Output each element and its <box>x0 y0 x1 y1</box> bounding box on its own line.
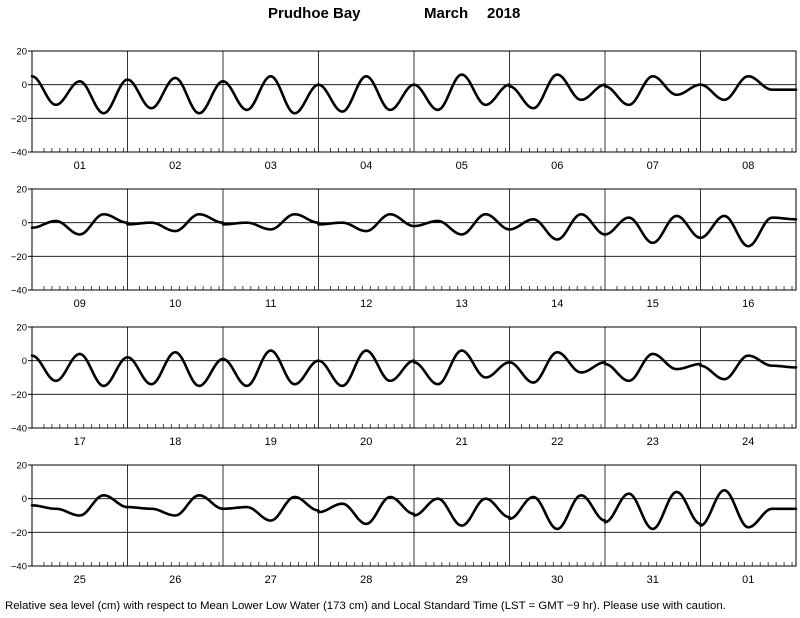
tide-curve-day-31 <box>603 490 702 531</box>
footnote: Relative sea level (cm) with respect to … <box>5 600 726 612</box>
day-label: 31 <box>647 574 659 586</box>
tide-curve-day-28 <box>317 495 416 526</box>
tide-curve-day-20 <box>317 349 416 388</box>
day-label: 04 <box>360 160 372 172</box>
title-location: Prudhoe Bay <box>268 5 361 22</box>
day-label: 28 <box>360 574 372 586</box>
day-label: 26 <box>169 574 181 586</box>
day-label: 10 <box>169 298 181 310</box>
day-label: 15 <box>647 298 659 310</box>
y-tick-label: −40 <box>11 148 27 159</box>
day-label: 14 <box>551 298 563 310</box>
day-label: 18 <box>169 436 181 448</box>
tide-curve-day-07 <box>603 74 702 107</box>
tide-curve-day-02 <box>126 76 225 115</box>
tide-panel-2: 20 0 −20 −40 09 10 11 12 13 14 15 16 <box>11 185 798 310</box>
tide-curve-day-09 <box>30 212 129 236</box>
title-year: 2018 <box>487 5 521 22</box>
day-label: 01 <box>742 574 754 586</box>
day-label: 02 <box>169 160 181 172</box>
tide-curve-day-29 <box>412 497 511 527</box>
day-label: 11 <box>265 298 276 310</box>
y-tick-label: 20 <box>16 461 27 472</box>
day-label: 29 <box>456 574 468 586</box>
y-tick-label: 0 <box>22 494 27 505</box>
day-label: 07 <box>647 160 659 172</box>
day-label: 13 <box>456 298 468 310</box>
tide-panel-4: 20 0 −20 −40 25 26 27 28 29 30 31 01 <box>11 461 798 586</box>
tide-curve-day-14 <box>508 212 607 241</box>
tide-curve-day-01 <box>699 488 798 529</box>
tide-curve-day-23 <box>603 352 702 383</box>
tide-curve-day-19 <box>221 349 320 388</box>
day-label: 03 <box>265 160 277 172</box>
y-tick-label: 0 <box>22 356 27 367</box>
day-label: 30 <box>551 574 563 586</box>
y-tick-label: −40 <box>11 424 27 435</box>
tide-curve-day-27 <box>221 495 320 522</box>
tide-curve-day-12 <box>317 212 416 233</box>
day-label: 27 <box>265 574 277 586</box>
day-label: 17 <box>74 436 86 448</box>
day-label: 22 <box>551 436 563 448</box>
tide-panel-1: 20 0 −20 −40 01 02 03 04 05 06 07 08 <box>11 47 798 172</box>
tide-curve-day-06 <box>508 73 607 110</box>
tide-curve-day-10 <box>126 212 225 233</box>
tide-curve-day-22 <box>508 350 607 384</box>
day-label: 05 <box>456 160 468 172</box>
day-label: 20 <box>360 436 372 448</box>
tide-curve-day-11 <box>221 212 320 231</box>
tide-panel-3: 20 0 −20 −40 17 18 19 20 21 22 23 24 <box>11 323 798 448</box>
tide-curve-day-08 <box>699 74 798 102</box>
title-month: March <box>424 5 469 22</box>
y-tick-label: −40 <box>11 562 27 573</box>
tide-curve-day-04 <box>317 74 416 113</box>
day-label: 16 <box>742 298 754 310</box>
day-label: 08 <box>742 160 754 172</box>
tide-curve-day-15 <box>603 214 702 245</box>
y-tick-label: −40 <box>11 286 27 297</box>
day-label: 12 <box>360 298 372 310</box>
y-tick-label: 20 <box>16 323 27 334</box>
day-label: 19 <box>265 436 277 448</box>
tide-curve-day-03 <box>221 74 320 115</box>
y-tick-label: 0 <box>22 80 27 91</box>
y-tick-label: −20 <box>11 114 27 125</box>
y-tick-label: 20 <box>16 47 27 58</box>
day-label: 24 <box>742 436 754 448</box>
day-label: 21 <box>456 436 468 448</box>
y-tick-label: −20 <box>11 390 27 401</box>
y-tick-label: 0 <box>22 218 27 229</box>
tide-curve-day-25 <box>30 494 129 517</box>
tide-chart: 20 0 −20 −40 01 02 03 04 05 06 07 08 20 0 −20 −40 09 10 11… <box>11 47 798 586</box>
y-tick-label: −20 <box>11 252 27 263</box>
tide-curve-day-30 <box>508 494 607 531</box>
y-tick-label: −20 <box>11 528 27 539</box>
y-tick-label: 20 <box>16 185 27 196</box>
tide-curve-day-01 <box>30 74 129 115</box>
day-label: 23 <box>647 436 659 448</box>
tide-curve-day-24 <box>699 354 798 381</box>
day-label: 09 <box>74 298 86 310</box>
day-label: 01 <box>74 160 86 172</box>
tide-curve-day-16 <box>699 214 798 248</box>
day-label: 06 <box>551 160 563 172</box>
day-label: 25 <box>74 574 86 586</box>
tide-curve-day-17 <box>30 352 129 388</box>
tide-curve-day-21 <box>412 349 511 386</box>
chart-title: Prudhoe Bay March 2018 <box>0 5 800 27</box>
tide-curve-day-18 <box>126 350 225 388</box>
tide-curve-day-05 <box>412 73 511 112</box>
tide-curve-day-13 <box>412 212 511 236</box>
tide-curve-day-26 <box>126 494 225 517</box>
